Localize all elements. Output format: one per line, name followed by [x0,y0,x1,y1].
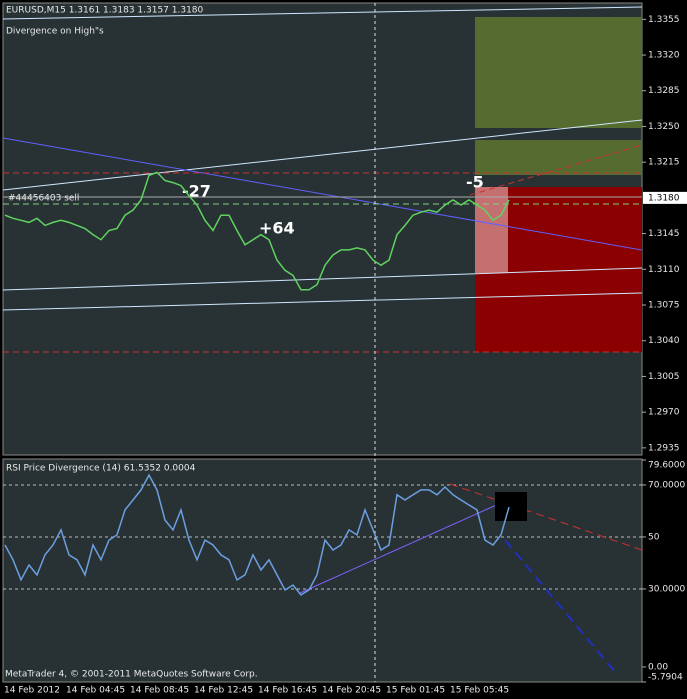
y-tick-label: 1.3320 [648,51,680,61]
bid-label: 1.3180 [648,193,680,203]
x-tick-label: 14 Feb 04:45 [66,686,125,696]
channel-line [2,119,643,191]
rsi-divergence [449,483,643,551]
channel-line [2,292,643,311]
rsi-projection [504,539,616,673]
price-line [4,473,510,596]
order-box [475,187,508,273]
y-tick-label: 1.3145 [648,229,680,239]
y-tick-label: 50 [648,532,660,542]
rsi-pane [2,458,643,683]
y-tick-label: 1.3005 [648,372,680,382]
target-zone [475,17,642,128]
order-label: #44456403 sell [8,194,79,204]
y-tick-label: 1.3250 [648,122,680,132]
x-tick-label: 14 Feb 16:45 [258,686,317,696]
x-tick-label: 14 Feb 12:45 [194,686,253,696]
x-tick-label: 15 Feb 01:45 [386,686,445,696]
x-tick-label: 14 Feb 08:45 [130,686,189,696]
y-tick-label: 1.3285 [648,86,680,96]
bid-marker [643,191,687,204]
y-tick-label: 1.2935 [648,443,680,453]
price-line [4,171,510,291]
x-tick-label: 14 Feb 20:45 [322,686,381,696]
y-tick-label: 1.3355 [648,15,680,25]
symbol-info: EURUSD,M15 1.3161 1.3183 1.3157 1.3180 [6,6,204,16]
y-tick-label: 30.0000 [648,584,685,594]
trade-result: -5 [466,173,484,192]
copyright: MetaTrader 4, © 2001-2011 MetaQuotes Sof… [5,670,258,680]
y-tick-label: 1.3075 [648,301,680,311]
y-tick-label: 1.3110 [648,265,680,275]
y-tick-label: 1.3215 [648,158,680,168]
rsi-divergence [299,497,513,594]
x-tick-label: 14 Feb 2012 [4,686,60,696]
channel-line [2,267,643,291]
channel-line [2,6,643,20]
x-tick-label: 15 Feb 05:45 [450,686,509,696]
rsi-title: RSI Price Divergence (14) 61.5352 0.0004 [6,464,196,474]
y-tick-label: 70.0000 [648,480,685,490]
trend-line [2,137,643,251]
y-tick-label: 0.00 [648,662,668,672]
signal-box [495,492,527,521]
y-tick-label: 79.6000 [648,461,685,471]
trade-result: +64 [259,219,295,238]
y-tick-label: 1.2970 [648,408,680,418]
indicator-name: Divergence on High"s [6,27,104,37]
y-tick-label: -5.7904 [648,673,683,683]
trade-result: -27 [182,182,211,201]
y-tick-label: 1.3040 [648,336,680,346]
